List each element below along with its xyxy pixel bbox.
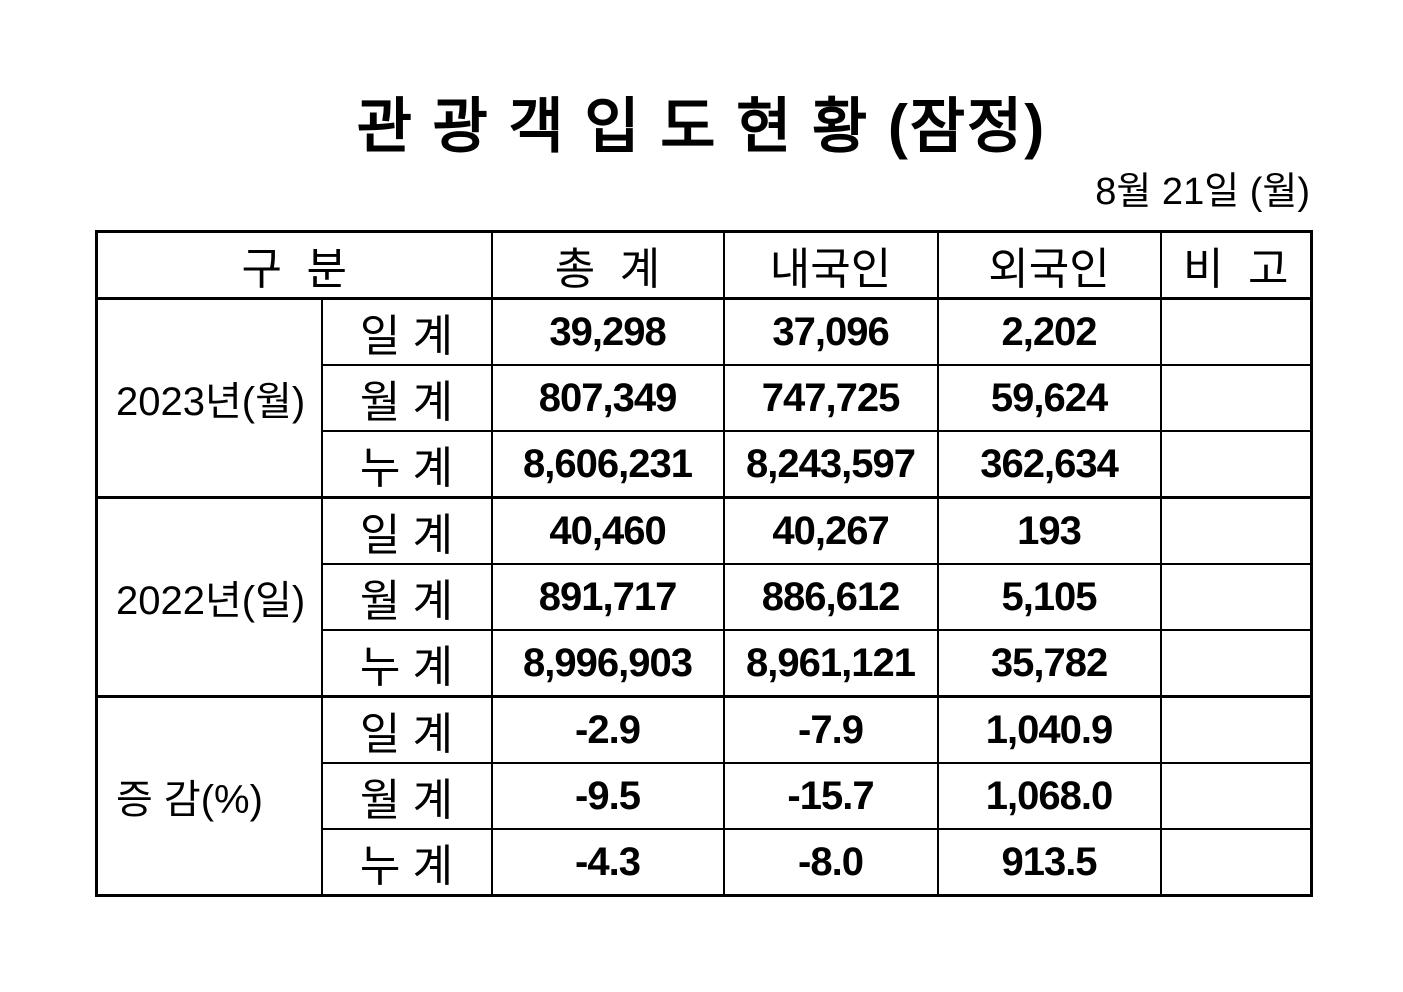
header-remarks: 비 고 xyxy=(1159,230,1313,300)
table-row: 2022년(일) 일 계 40,460 40,267 193 xyxy=(95,496,1313,698)
table-row: 2023년(월) 일 계 39,298 37,096 2,202 xyxy=(95,297,1313,499)
remarks-cell xyxy=(1159,430,1313,499)
value-foreign: 362,634 xyxy=(936,430,1162,499)
row-label: 누 계 xyxy=(320,828,493,897)
value-domestic: 40,267 xyxy=(722,496,939,565)
value-total: -2.9 xyxy=(490,695,725,764)
table-row: 증 감(%) 일 계 -2.9 -7.9 1,040.9 xyxy=(95,695,1313,897)
value-foreign: 59,624 xyxy=(936,364,1162,432)
table-row: 월 계 -9.5 -15.7 1,068.0 xyxy=(97,762,1313,830)
value-domestic: -7.9 xyxy=(722,695,939,764)
value-total: 891,717 xyxy=(490,563,725,631)
header-foreign: 외국인 xyxy=(936,230,1162,300)
row-label: 누 계 xyxy=(320,430,493,499)
remarks-cell xyxy=(1159,563,1313,631)
value-foreign: 1,068.0 xyxy=(936,762,1162,830)
year-label-2022: 2022년(일) xyxy=(95,496,323,698)
remarks-cell xyxy=(1159,496,1313,565)
table-row: 월 계 891,717 886,612 5,105 xyxy=(97,563,1313,631)
remarks-cell xyxy=(1159,762,1313,830)
header-category: 구 분 xyxy=(95,230,493,300)
value-total: -9.5 xyxy=(490,762,725,830)
change-rate-label: 증 감(%) xyxy=(95,695,323,897)
table-row: 월 계 807,349 747,725 59,624 xyxy=(97,364,1313,432)
remarks-cell xyxy=(1159,629,1313,698)
table-header-row: 구 분 총 계 내국인 외국인 비 고 xyxy=(95,230,1313,300)
table-row: 누 계 8,606,231 8,243,597 362,634 xyxy=(97,430,1313,499)
header-domestic: 내국인 xyxy=(722,230,939,300)
row-label: 일 계 xyxy=(320,496,493,565)
table-row: 누 계 8,996,903 8,961,121 35,782 xyxy=(97,629,1313,698)
value-domestic: 37,096 xyxy=(722,297,939,366)
remarks-cell xyxy=(1159,695,1313,764)
value-domestic: -8.0 xyxy=(722,828,939,897)
value-domestic: 747,725 xyxy=(722,364,939,432)
row-label: 월 계 xyxy=(320,762,493,830)
report-date: 8월 21일 (월) xyxy=(1095,171,1310,213)
row-label: 누 계 xyxy=(320,629,493,698)
remarks-cell xyxy=(1159,297,1313,366)
value-total: 807,349 xyxy=(490,364,725,432)
remarks-cell xyxy=(1159,364,1313,432)
value-total: 8,606,231 xyxy=(490,430,725,499)
value-foreign: 5,105 xyxy=(936,563,1162,631)
page-title: 관 광 객 입 도 현 황 (잠정) xyxy=(356,93,1047,160)
value-foreign: 35,782 xyxy=(936,629,1162,698)
value-total: 39,298 xyxy=(490,297,725,366)
tourist-arrivals-table: 구 분 총 계 내국인 외국인 비 고 2023년(월) 일 계 39,298 … xyxy=(95,230,1314,897)
value-domestic: 8,243,597 xyxy=(722,430,939,499)
remarks-cell xyxy=(1159,828,1313,897)
row-label: 월 계 xyxy=(320,563,493,631)
value-foreign: 1,040.9 xyxy=(936,695,1162,764)
value-total: 8,996,903 xyxy=(490,629,725,698)
year-label-2023: 2023년(월) xyxy=(95,297,323,499)
row-label: 일 계 xyxy=(320,297,493,366)
value-foreign: 913.5 xyxy=(936,828,1162,897)
row-label: 월 계 xyxy=(320,364,493,432)
value-domestic: 8,961,121 xyxy=(722,629,939,698)
value-total: -4.3 xyxy=(490,828,725,897)
value-domestic: -15.7 xyxy=(722,762,939,830)
row-label: 일 계 xyxy=(320,695,493,764)
value-total: 40,460 xyxy=(490,496,725,565)
header-total: 총 계 xyxy=(490,230,725,300)
table-row: 누 계 -4.3 -8.0 913.5 xyxy=(97,828,1313,897)
value-domestic: 886,612 xyxy=(722,563,939,631)
value-foreign: 193 xyxy=(936,496,1162,565)
value-foreign: 2,202 xyxy=(936,297,1162,366)
